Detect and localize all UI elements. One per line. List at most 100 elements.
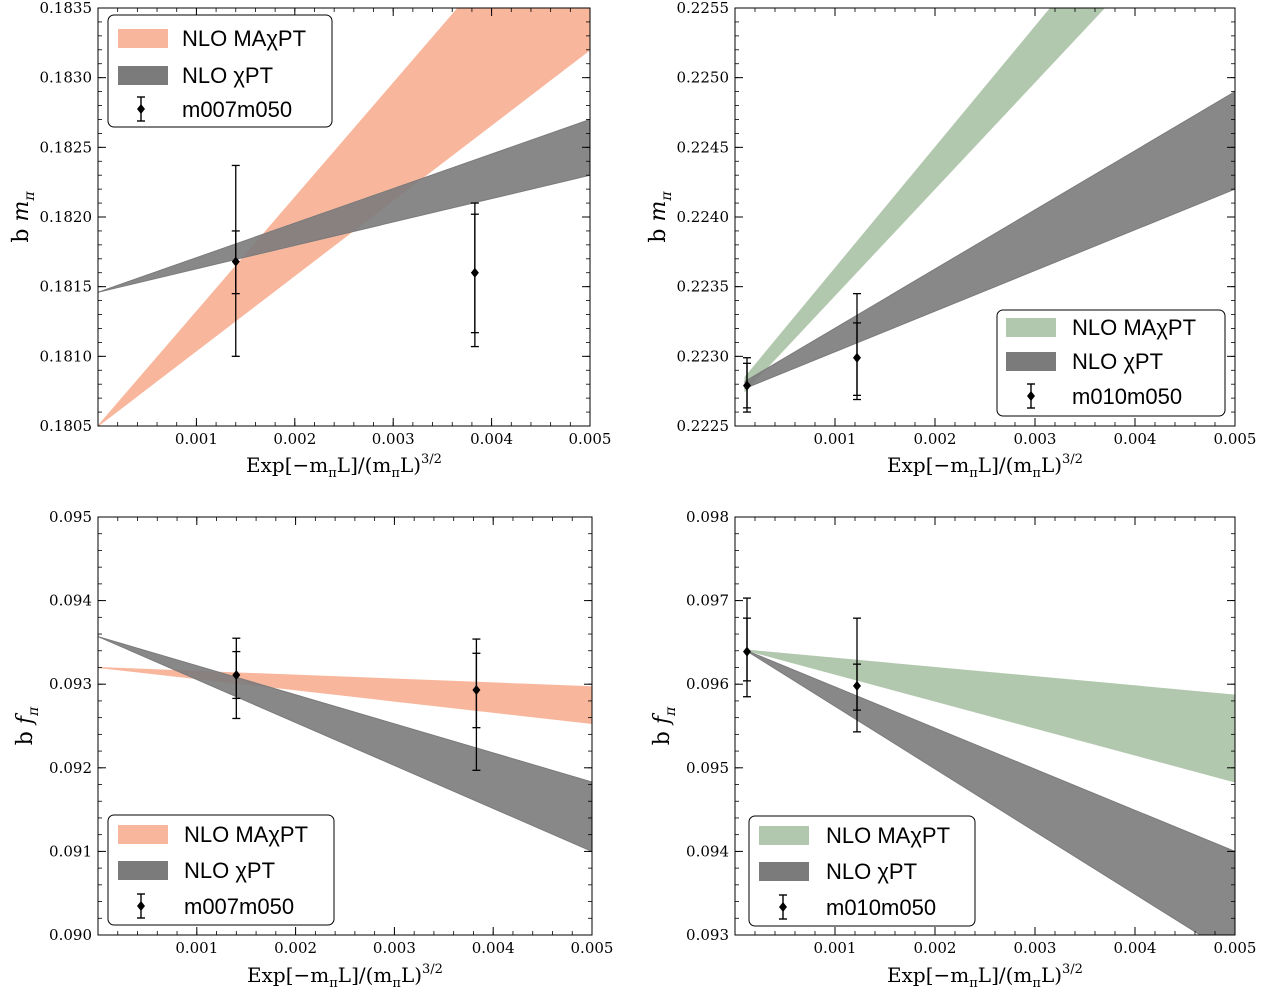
x-tick-label: 0.002 — [274, 939, 317, 957]
legend-swatch-chi — [759, 862, 809, 881]
legend-marker — [779, 902, 787, 912]
data-point — [743, 646, 751, 657]
y-tick-label: 0.2225 — [677, 417, 730, 435]
y-tick-label: 0.1835 — [40, 0, 93, 17]
x-axis-label: Exp[−mπL]/(mπL)3/2 — [887, 452, 1083, 481]
legend-label-series: m007m050 — [182, 97, 292, 122]
legend-swatch-chi — [118, 861, 168, 880]
x-tick-label: 0.005 — [571, 939, 614, 957]
data-point — [853, 352, 861, 363]
legend-label-ma: NLO MAχPT — [826, 823, 950, 848]
legend-label-series: m010m050 — [1072, 384, 1182, 409]
y-tick-label: 0.091 — [49, 842, 92, 860]
legend-marker — [137, 104, 145, 114]
points-layer — [743, 597, 861, 733]
legend-label-ma: NLO MAχPT — [184, 822, 308, 847]
legend-marker — [137, 901, 145, 911]
x-tick-label: 0.002 — [914, 430, 957, 448]
y-tick-label: 0.094 — [49, 592, 92, 610]
legend-label-chi: NLO χPT — [184, 858, 275, 883]
plot-frame — [734, 516, 1236, 936]
y-tick-label: 0.2250 — [677, 69, 730, 87]
legend-label-series: m007m050 — [184, 894, 294, 919]
x-tick-label: 0.003 — [1014, 939, 1057, 957]
y-tick-label: 0.090 — [49, 926, 92, 944]
legend-label-ma: NLO MAχPT — [182, 26, 306, 51]
legend-swatch-chi — [118, 66, 168, 85]
x-tick-label: 0.003 — [373, 939, 416, 957]
y-tick-label: 0.1820 — [40, 208, 93, 226]
data-point — [231, 256, 240, 267]
legend: NLO MAχPT NLO χPT m010m050 — [996, 309, 1226, 417]
x-tick-label: 0.005 — [1214, 430, 1257, 448]
legend-swatch-chi — [1006, 352, 1056, 371]
band-chi — [98, 636, 592, 852]
x-tick-label: 0.002 — [914, 939, 957, 957]
y-tick-label: 0.098 — [686, 508, 729, 526]
y-tick-label: 0.1830 — [40, 69, 93, 87]
x-tick-label: 0.001 — [175, 430, 218, 448]
x-axis-label: Exp[−mπL]/(mπL)3/2 — [887, 962, 1083, 991]
legend-label-series: m010m050 — [826, 895, 936, 920]
legend-label-chi: NLO χPT — [182, 63, 273, 88]
points-layer — [743, 292, 861, 413]
legend-swatch-ma — [1006, 318, 1056, 337]
chart-panel-bottom-right: 0.001 0.002 0.003 0.004 0.005 0.093 0.094 0.095… — [650, 508, 1256, 991]
y-tick-label: 0.2230 — [677, 347, 730, 365]
x-tick-label: 0.004 — [470, 430, 513, 448]
band-chi — [744, 649, 1235, 935]
ticks-layer: 0.001 0.002 0.003 0.004 0.005 0.090 0.091 0.092… — [49, 508, 613, 957]
legend-swatch-ma — [759, 826, 809, 845]
legend: NLO MAχPT NLO χPT m007m050 — [107, 814, 335, 926]
y-tick-label: 0.093 — [686, 926, 729, 944]
plot-frame — [97, 516, 593, 936]
ticks-layer: 0.001 0.002 0.003 0.004 0.005 0.093 0.094 0.095… — [686, 508, 1256, 957]
data-point — [853, 680, 861, 691]
data-point — [232, 670, 241, 681]
chart-panel-top-right: 0.001 0.002 0.003 0.004 0.005 0.2225 0.2230 0.2… — [646, 0, 1256, 481]
legend-marker — [1027, 391, 1035, 401]
legend-swatch-ma — [118, 29, 168, 48]
y-axis-label: b fπ — [13, 706, 42, 745]
y-tick-label: 0.097 — [686, 592, 729, 610]
legend: NLO MAχPT NLO χPT m010m050 — [748, 815, 976, 927]
x-tick-label: 0.005 — [569, 430, 612, 448]
y-tick-label: 0.2255 — [677, 0, 730, 17]
x-tick-label: 0.003 — [1014, 430, 1057, 448]
y-tick-label: 0.2245 — [677, 138, 730, 156]
legend-label-chi: NLO χPT — [826, 859, 917, 884]
x-tick-label: 0.003 — [372, 430, 415, 448]
y-tick-label: 0.093 — [49, 675, 92, 693]
y-axis-label: b fπ — [650, 706, 679, 745]
y-tick-label: 0.092 — [49, 759, 92, 777]
ticks-layer: 0.001 0.002 0.003 0.004 0.005 0.1805 0.1810 0.1… — [40, 0, 612, 448]
legend-swatch-ma — [118, 825, 168, 844]
x-tick-label: 0.002 — [273, 430, 316, 448]
y-tick-label: 0.1810 — [40, 347, 93, 365]
legend-label-chi: NLO χPT — [1072, 349, 1163, 374]
chart-panel-bottom-left: 0.001 0.002 0.003 0.004 0.005 0.090 0.091 0.092… — [13, 508, 613, 991]
points-layer — [231, 164, 479, 357]
y-tick-label: 0.2235 — [677, 278, 730, 296]
legend: NLO MAχPT NLO χPT m007m050 — [107, 14, 333, 128]
data-point — [472, 685, 481, 696]
x-tick-label: 0.001 — [175, 939, 218, 957]
y-tick-label: 0.1805 — [40, 417, 93, 435]
y-tick-label: 0.1825 — [40, 138, 93, 156]
y-tick-label: 0.095 — [49, 508, 92, 526]
x-axis-label: Exp[−mπL]/(mπL)3/2 — [246, 452, 442, 481]
x-tick-label: 0.004 — [472, 939, 515, 957]
x-tick-label: 0.001 — [814, 430, 857, 448]
y-tick-label: 0.096 — [686, 675, 729, 693]
x-tick-label: 0.001 — [814, 939, 857, 957]
bands-layer — [98, 8, 590, 426]
band-ma — [744, 649, 1235, 783]
data-point — [470, 267, 479, 278]
bands-layer — [98, 636, 592, 852]
y-axis-label: b mπ — [646, 191, 675, 243]
chart-panel-top-left: 0.001 0.002 0.003 0.004 0.005 0.1805 0.1810 0.1… — [9, 0, 611, 481]
x-axis-label: Exp[−mπL]/(mπL)3/2 — [247, 962, 443, 991]
bands-layer — [744, 649, 1235, 935]
band-chi — [98, 118, 590, 293]
